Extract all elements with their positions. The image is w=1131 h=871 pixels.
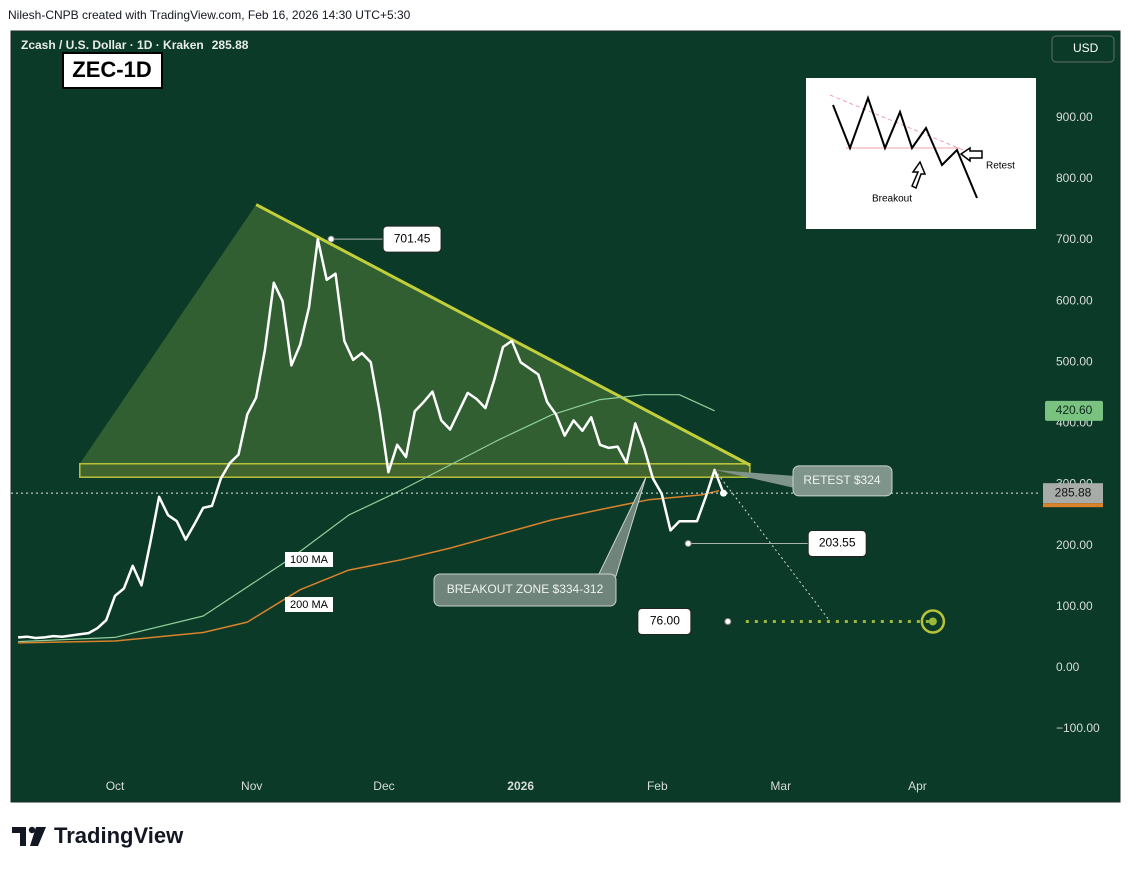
x-tick-label: Oct bbox=[106, 779, 125, 793]
symbol-title: Zcash / U.S. Dollar · 1D · Kraken 285.88 bbox=[21, 38, 249, 52]
price-label-box bbox=[382, 225, 442, 253]
ma-label-box bbox=[285, 552, 333, 567]
price-line bbox=[18, 237, 725, 640]
inset-retest-label: Retest bbox=[986, 161, 1015, 172]
x-tick-label: Nov bbox=[241, 779, 262, 793]
ma-line bbox=[18, 394, 715, 643]
inset-retest-arrow bbox=[959, 146, 983, 163]
breakout-box bbox=[433, 573, 617, 607]
ma-label: 200 MA bbox=[290, 599, 329, 611]
triangle-fill bbox=[79, 204, 750, 465]
logo-part bbox=[28, 826, 36, 834]
price-tag bbox=[1043, 483, 1103, 504]
inset-zigzag bbox=[832, 94, 978, 199]
logo-part bbox=[30, 827, 46, 846]
retest-pointer bbox=[714, 469, 794, 488]
inset-breakout-arrow bbox=[911, 160, 927, 190]
inset-trendline bbox=[829, 94, 969, 153]
price-tag-label: 285.88 bbox=[1055, 485, 1092, 499]
ma-price-tag-label: 420.60 bbox=[1056, 403, 1093, 417]
badge: ZEC-1D bbox=[72, 57, 151, 82]
currency[interactable]: USD bbox=[1073, 41, 1099, 55]
x-tick-label: 2026 bbox=[507, 779, 534, 793]
badge-box bbox=[62, 52, 163, 89]
ma-label-box bbox=[285, 597, 333, 612]
price-label: 701.45 bbox=[394, 231, 431, 245]
y-tick-label: 900.00 bbox=[1056, 110, 1093, 124]
target-ring bbox=[920, 609, 946, 634]
price-label-dot bbox=[684, 540, 692, 548]
y-tick-label: 0.00 bbox=[1056, 660, 1080, 674]
y-tick-label: 100.00 bbox=[1056, 599, 1093, 613]
price-label-box bbox=[807, 530, 867, 558]
x-tick-label: Feb bbox=[647, 779, 668, 793]
target-label-box bbox=[637, 607, 692, 635]
price-label: 203.55 bbox=[819, 536, 856, 550]
ma-line bbox=[18, 489, 720, 644]
y-tick-label: 600.00 bbox=[1056, 293, 1093, 307]
breakout-zone bbox=[79, 463, 751, 478]
y-tick-label: 500.00 bbox=[1056, 354, 1093, 368]
y-tick-label: 700.00 bbox=[1056, 232, 1093, 246]
brand-logo bbox=[12, 826, 46, 846]
target-label: 76.00 bbox=[650, 614, 680, 628]
trendline bbox=[255, 203, 751, 467]
inset-box bbox=[806, 78, 1036, 229]
target-dot bbox=[724, 617, 732, 625]
symbol-name: Zcash / U.S. Dollar · 1D · Kraken bbox=[21, 38, 204, 52]
x-tick-label: Dec bbox=[373, 779, 394, 793]
y-tick-label: −100.00 bbox=[1056, 721, 1100, 735]
ma-price-tag bbox=[1045, 400, 1103, 421]
last-price: 285.88 bbox=[212, 38, 249, 52]
retest-label: RETEST $324 bbox=[803, 473, 880, 487]
projection-line bbox=[714, 469, 830, 621]
current-point bbox=[719, 489, 727, 497]
y-tick-label: 800.00 bbox=[1056, 171, 1093, 185]
brand: TradingView bbox=[54, 823, 184, 848]
price-tag-strip bbox=[1043, 503, 1103, 508]
inset-diagram: Retest Breakout bbox=[806, 78, 1036, 229]
breakout-label: BREAKOUT ZONE $334-312 bbox=[447, 582, 604, 596]
ma-label: 100 MA bbox=[290, 554, 329, 566]
price-label-dot bbox=[327, 235, 335, 243]
x-tick-label: Mar bbox=[770, 779, 791, 793]
x-tick-label: Apr bbox=[908, 779, 927, 793]
logo-part bbox=[12, 827, 26, 846]
inset-breakout-label: Breakout bbox=[872, 194, 912, 205]
currency-button[interactable] bbox=[1051, 35, 1115, 63]
credit-line: Nilesh-CNPB created with TradingView.com… bbox=[8, 8, 411, 22]
retest-box bbox=[792, 465, 893, 497]
y-tick-label: 200.00 bbox=[1056, 538, 1093, 552]
target-center bbox=[928, 617, 937, 626]
